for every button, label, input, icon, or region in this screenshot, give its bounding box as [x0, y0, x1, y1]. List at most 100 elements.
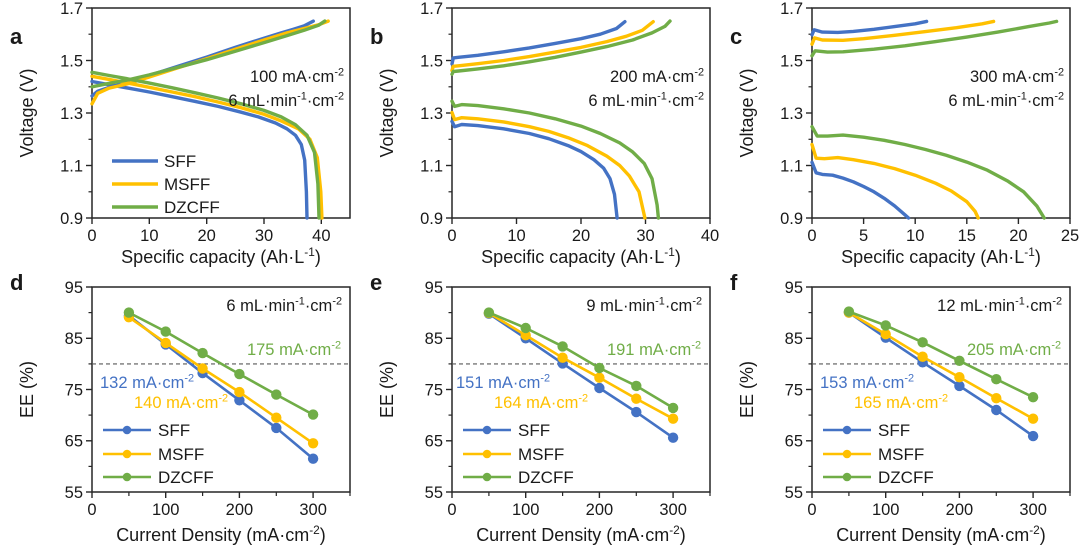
x-tick-label: 25 [1061, 227, 1079, 245]
series-line-MSFF [847, 311, 1035, 420]
annotation-0: 6 mL·min-1·cm-2 [226, 296, 342, 315]
y-tick-label: 1.1 [420, 157, 443, 175]
legend-label-DZCFF: DZCFF [518, 468, 574, 487]
x-tick-label: 0 [87, 501, 96, 519]
data-point-MSFF [991, 393, 1002, 404]
x-tick-label: 100 [152, 501, 180, 519]
y-tick-label: 85 [65, 330, 83, 348]
panel-letter-a: a [10, 24, 23, 49]
data-point-MSFF [1027, 413, 1039, 424]
data-point-MSFF [197, 363, 208, 374]
x-tick-label: 40 [312, 227, 330, 245]
data-point-DZCFF [520, 322, 531, 334]
panel-d: 55 65 75 85 95 0 100 200 300 6 mL·min-1·cm-2 175 m… [0, 270, 360, 548]
legend-marker-SFF [482, 425, 492, 435]
x-tick-label: 10 [507, 227, 525, 245]
y-tick-label: 55 [785, 484, 803, 502]
y-axis-title: Voltage (V) [17, 68, 37, 157]
y-tick-label: 0.9 [420, 210, 443, 228]
y-tick-label: 1.7 [420, 0, 443, 18]
legend-label-SFF: SFF [518, 421, 550, 440]
discharge-curve-DZCFF [450, 99, 661, 220]
x-axis-title: Specific capacity (Ah·L-1) [121, 245, 321, 267]
y-tick-label: 95 [425, 279, 443, 297]
panel-a: 0.9 1.1 1.3 1.5 1.7 0 10 20 30 40 100 mA·cm-2 6 mL·… [0, 0, 360, 274]
legend-label-MSFF: MSFF [164, 175, 210, 194]
discharge-curve-DZCFF [810, 125, 1046, 220]
annotation-0: 9 mL·min-1·cm-2 [586, 296, 702, 315]
data-point-DZCFF [594, 362, 605, 374]
x-tick-label: 10 [140, 227, 158, 245]
data-point-SFF [307, 453, 319, 464]
panel-letter-b: b [370, 24, 383, 49]
y-tick-label: 1.5 [60, 52, 83, 70]
data-point-MSFF [557, 352, 568, 363]
discharge-curve-SFF [810, 160, 911, 220]
y-axis-title: Voltage (V) [737, 68, 757, 157]
data-point-MSFF [160, 337, 171, 349]
x-tick-label: 300 [299, 501, 327, 519]
x-axis-title: Current Density (mA·cm-2) [476, 523, 686, 545]
discharge-curve-MSFF [450, 110, 647, 220]
annotation-0: 12 mL·min-1·cm-2 [937, 296, 1062, 315]
chart-panel-d: 55 65 75 85 95 0 100 200 300 6 mL·min-1·cm-2 175 m… [10, 270, 351, 545]
data-point-MSFF [520, 330, 531, 341]
y-tick-label: 65 [785, 433, 803, 451]
y-tick-label: 0.9 [60, 210, 83, 228]
x-axis-title: Specific capacity (Ah·L-1) [481, 245, 681, 267]
annotation-2: 153 mA·cm-2 [820, 373, 914, 392]
annotation-0: 100 mA·cm-2 [250, 67, 344, 86]
x-tick-label: 20 [1009, 227, 1027, 245]
legend-label-MSFF: MSFF [158, 445, 204, 464]
y-tick-label: 65 [65, 433, 83, 451]
charge-curve-MSFF [810, 19, 996, 46]
data-point-MSFF [594, 372, 605, 383]
x-tick-label: 10 [906, 227, 924, 245]
y-tick-label: 65 [425, 433, 443, 451]
y-tick-label: 75 [785, 381, 803, 399]
charge-curve-DZCFF [90, 19, 327, 89]
legend-label-SFF: SFF [158, 421, 190, 440]
annotation-0: 300 mA·cm-2 [970, 67, 1064, 86]
legend-marker-MSFF [842, 449, 852, 459]
chart-panel-f: 55 65 75 85 95 0 100 200 300 12 mL·min-1·cm-2 205 … [730, 270, 1071, 545]
legend-marker-DZCFF [842, 472, 852, 482]
y-axis-title: Voltage (V) [377, 68, 397, 157]
panel-f: 55 65 75 85 95 0 100 200 300 12 mL·min-1·cm-2 205 … [720, 270, 1080, 548]
annotation-1: 6 mL·min-1·cm-2 [228, 91, 344, 110]
legend-label-MSFF: MSFF [518, 445, 564, 464]
x-tick-label: 300 [1019, 501, 1047, 519]
x-tick-label: 200 [226, 501, 254, 519]
data-point-SFF [1027, 430, 1039, 442]
x-tick-label: 200 [586, 501, 614, 519]
annotation-1: 6 mL·min-1·cm-2 [948, 91, 1064, 110]
x-tick-label: 30 [255, 227, 273, 245]
data-point-DZCFF [843, 306, 855, 317]
x-tick-label: 40 [701, 227, 719, 245]
annotation-1: 6 mL·min-1·cm-2 [588, 91, 704, 110]
legend-marker-DZCFF [122, 472, 132, 482]
y-tick-label: 55 [65, 484, 83, 502]
panel-c: 0.9 1.1 1.3 1.5 1.7 0 5 10 15 20 25 300 mA·cm-2 6 mL… [720, 0, 1080, 274]
discharge-curve-SFF [450, 119, 619, 220]
y-tick-label: 1.7 [60, 0, 83, 18]
data-point-MSFF [954, 372, 965, 383]
x-axis-title: Current Density (mA·cm-2) [836, 523, 1046, 545]
x-tick-label: 0 [87, 227, 96, 245]
data-point-DZCFF [557, 341, 568, 352]
data-point-MSFF [234, 386, 245, 398]
x-tick-label: 200 [946, 501, 974, 519]
discharge-curve-SFF [90, 79, 309, 220]
y-tick-label: 95 [785, 279, 803, 297]
panel-letter-c: c [730, 24, 742, 49]
data-point-DZCFF [1027, 392, 1039, 403]
data-point-SFF [234, 395, 245, 406]
panel-letter-d: d [10, 270, 23, 295]
x-tick-label: 20 [572, 227, 590, 245]
x-tick-label: 0 [447, 227, 456, 245]
plot-border [91, 7, 351, 219]
data-point-SFF [594, 382, 605, 394]
data-point-SFF [271, 422, 282, 434]
panel-b: 0.9 1.1 1.3 1.5 1.7 0 10 20 30 40 200 mA·cm-2 6 mL·… [360, 0, 720, 274]
